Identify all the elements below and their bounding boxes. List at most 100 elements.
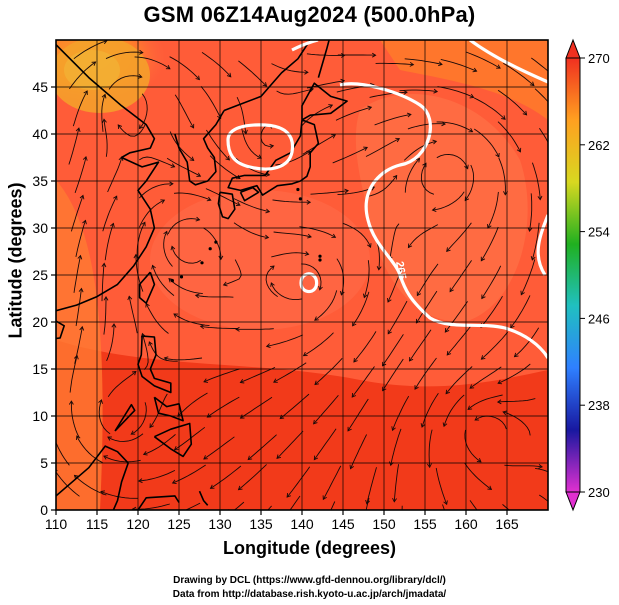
- coast-sulawesi: [137, 495, 180, 510]
- streamline: [390, 428, 402, 466]
- streamline-arrowhead: [353, 357, 358, 363]
- streamline-arrowhead: [160, 199, 166, 204]
- streamline: [200, 86, 222, 119]
- streamline-arrowhead: [169, 181, 174, 187]
- streamline: [445, 366, 473, 394]
- island-dot: [200, 261, 204, 265]
- streamline: [332, 146, 368, 164]
- streamline: [467, 394, 503, 410]
- streamline-arrowhead: [469, 384, 475, 389]
- streamline-arrowhead: [495, 152, 500, 158]
- streamline-arrowhead: [557, 113, 561, 117]
- streamline: [520, 259, 536, 295]
- streamline: [446, 325, 472, 356]
- coast-honshu: [227, 119, 320, 196]
- streamline: [286, 466, 311, 498]
- coast-korea: [174, 110, 225, 186]
- streamline: [299, 226, 336, 238]
- streamline-arrowhead: [347, 426, 352, 432]
- streamline-arrowhead: [387, 329, 392, 335]
- streamline: [143, 434, 176, 455]
- streamline: [56, 471, 80, 497]
- white-contour-north-ring: [226, 123, 295, 171]
- streamline-arrowhead: [407, 243, 413, 249]
- streamline: [169, 131, 194, 161]
- streamline: [200, 325, 239, 329]
- streamline: [101, 263, 105, 302]
- streamline: [195, 294, 234, 298]
- streamline: [74, 475, 107, 496]
- colorbar-tick-label: 270: [588, 51, 610, 66]
- streamline-arrowhead: [151, 264, 156, 270]
- coast-visayas: [153, 396, 184, 422]
- streamline-arrowhead: [73, 354, 79, 360]
- coast-halmahera: [198, 490, 209, 506]
- streamline-arrowhead: [195, 216, 201, 222]
- streamline-arrowhead: [526, 526, 530, 530]
- y-tick-label: 5: [40, 455, 48, 471]
- streamline: [437, 86, 474, 98]
- streamline: [266, 334, 303, 347]
- streamline-arrowhead: [432, 139, 438, 145]
- streamline-arrowhead: [137, 73, 143, 79]
- streamline: [514, 327, 540, 358]
- island-dot: [179, 275, 184, 279]
- streamline-arrowhead: [237, 485, 243, 491]
- streamline-arrowhead: [189, 123, 195, 129]
- streamline: [342, 222, 372, 248]
- streamline: [365, 138, 400, 157]
- streamline-arrowhead: [382, 361, 387, 367]
- streamline-arrowhead: [130, 430, 136, 435]
- streamline: [392, 395, 410, 431]
- streamline-arrowhead: [530, 255, 536, 261]
- streamline: [236, 328, 274, 330]
- white-contour-east-boundary: [339, 82, 548, 359]
- streamline-arrowhead: [406, 112, 412, 118]
- streamline: [75, 220, 86, 257]
- island-dot: [318, 258, 322, 262]
- streamline: [469, 500, 478, 510]
- streamline: [404, 158, 420, 193]
- streamline: [375, 62, 414, 66]
- streamline: [103, 296, 107, 335]
- coast-luzon: [137, 335, 172, 394]
- streamline: [152, 265, 175, 296]
- streamline: [539, 128, 548, 144]
- streamline-arrowhead: [225, 155, 231, 161]
- streamline-arrowhead: [382, 386, 387, 392]
- streamline-arrowhead: [442, 422, 448, 428]
- streamline-arrowhead: [395, 137, 401, 143]
- streamline-arrowhead: [141, 221, 146, 227]
- streamline: [117, 123, 146, 137]
- streamline: [223, 259, 242, 286]
- coast-asia-mainland: [56, 44, 160, 312]
- streamline-arrowhead: [362, 293, 368, 299]
- streamline-arrowhead: [497, 379, 503, 385]
- streamline: [481, 331, 509, 360]
- colorbar-bottom-arrow: [565, 491, 581, 512]
- streamline-arrowhead: [304, 69, 309, 75]
- streamline: [276, 88, 314, 95]
- streamline-arrowhead: [163, 356, 169, 362]
- streamline-arrowhead: [171, 479, 177, 485]
- streamline: [172, 464, 206, 484]
- streamline-arrowhead: [79, 194, 85, 200]
- streamline-arrowhead: [344, 188, 349, 194]
- y-tick-label: 15: [32, 361, 48, 377]
- streamline-arrowhead: [446, 350, 452, 356]
- streamline-arrowhead: [376, 266, 382, 271]
- x-tick-label: 155: [413, 516, 437, 532]
- streamline-arrowhead: [222, 281, 228, 287]
- streamline: [480, 226, 499, 261]
- streamline-arrowhead: [516, 147, 522, 153]
- colorbar-tick-label: 230: [588, 485, 610, 500]
- coast-mindanao: [153, 422, 193, 458]
- streamline-arrowhead: [538, 464, 543, 469]
- streamline: [138, 199, 165, 228]
- streamline: [167, 218, 200, 235]
- streamline-arrowhead: [173, 446, 179, 451]
- streamline: [233, 222, 269, 239]
- colorbar-top-arrow: [565, 38, 581, 59]
- white-contours: [226, 40, 548, 359]
- streamline: [171, 246, 202, 264]
